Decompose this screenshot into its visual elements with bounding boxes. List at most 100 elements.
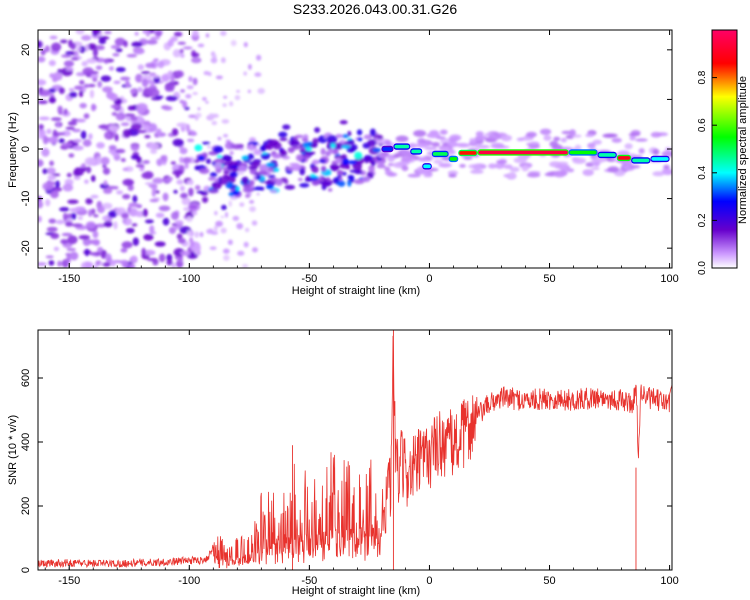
heatmap-blob [180,192,188,199]
heatmap-blob [341,144,351,149]
heatmap-blob [108,144,117,151]
heatmap-blob [368,164,375,173]
heatmap-blob [182,46,193,50]
heatmap-blob [103,221,113,228]
heatmap-blob [179,156,184,164]
heatmap-blob [172,49,181,58]
heatmap-blob [347,180,352,187]
heatmap-blob [120,122,130,127]
heatmap-blob [413,129,427,137]
snr-frame [37,329,673,571]
dominant-line-core [632,158,650,163]
heatmap-blob [148,88,160,98]
heatmap-blob [123,40,128,48]
heatmap-blob [220,57,226,64]
heatmap-blob [156,158,163,167]
heatmap-blob [521,165,529,172]
heatmap-blob [66,247,76,252]
heatmap-blob [232,215,240,221]
heatmap-blob [101,202,113,210]
heatmap-blob [77,216,84,221]
heatmap-blob [242,263,249,268]
heatmap-blob [183,207,190,211]
heatmap-blob [84,157,96,166]
heatmap-blob [52,71,63,81]
heatmap-blob [122,194,131,200]
heatmap-blob [81,35,92,41]
heatmap-blob [447,170,459,176]
heatmap-blob [41,147,50,157]
heatmap-blob [267,167,274,173]
heatmap-blob [456,143,470,147]
spec-ytick-label: 20 [20,44,32,56]
heatmap-blob [155,212,165,218]
heatmap-blob [93,264,98,268]
heatmap-blob [325,150,331,157]
heatmap-blob [227,239,233,245]
heatmap-blob [58,138,65,144]
heatmap-blob [361,176,371,183]
heatmap-blob [387,156,395,162]
heatmap-blob [593,161,600,167]
heatmap-blob [63,108,68,115]
heatmap-blob [272,153,282,158]
heatmap-blob [55,180,60,189]
heatmap-blob [48,88,56,94]
heatmap-blob [55,219,65,225]
heatmap-blob [133,48,145,55]
heatmap-blob [131,41,143,48]
snr-axes: -150 -100 -50 0 50 100 0 200 400 600 [20,330,679,587]
heatmap-blob [339,120,348,125]
heatmap-blob [103,180,108,186]
heatmap-blob [205,158,211,165]
heatmap-blob [199,231,204,238]
heatmap-blob [342,157,349,166]
heatmap-blob [205,33,210,38]
heatmap-blob [45,198,51,207]
heatmap-blob [420,168,431,176]
colorbar: 0.0 0.2 0.4 0.6 0.8 Normalized spectral ampl… [697,29,749,275]
heatmap-blob [149,198,159,203]
heatmap-blob [38,200,44,209]
heatmap-blob [38,262,47,266]
heatmap-blob [229,101,234,107]
heatmap-blob [214,211,218,216]
heatmap-blob [265,144,271,150]
heatmap-blob [279,149,288,158]
heatmap-blob [251,247,258,253]
heatmap-blob [89,252,101,256]
heatmap-blob [173,31,183,37]
heatmap-blob [110,44,121,50]
heatmap-blob [472,164,482,171]
colorbar-tick-label: 0.8 [697,70,708,84]
heatmap-blob [149,225,155,234]
heatmap-blob [194,115,199,121]
dominant-line-core [478,150,568,155]
heatmap-blob [65,126,75,130]
snr-panel: -150 -100 -50 0 50 100 0 200 400 600 Height of st… [7,329,679,597]
heatmap-blob [188,187,194,197]
heatmap-blob [82,237,91,247]
heatmap-blob [137,64,145,71]
heatmap-blob [179,185,185,192]
heatmap-blob [79,164,87,168]
heatmap-blob [197,155,205,161]
heatmap-blob [122,129,132,138]
heatmap-blob [102,262,111,267]
heatmap-blob [311,165,319,174]
heatmap-blob [416,142,428,148]
snr-series-line [38,335,672,569]
heatmap-blob [97,206,105,214]
heatmap-blob [215,220,223,227]
heatmap-blob [61,142,73,147]
spec-xtick-label: -50 [301,273,317,285]
heatmap-blob [596,157,607,163]
heatmap-blob [384,170,393,176]
spec-ytick-label: 10 [20,93,32,105]
heatmap-blob [136,129,147,134]
heatmap-blob [299,182,310,188]
heatmap-blob [132,195,138,203]
heatmap-blob [151,189,156,197]
snr-ytick-label: 600 [20,369,32,387]
heatmap-blob [459,164,466,168]
